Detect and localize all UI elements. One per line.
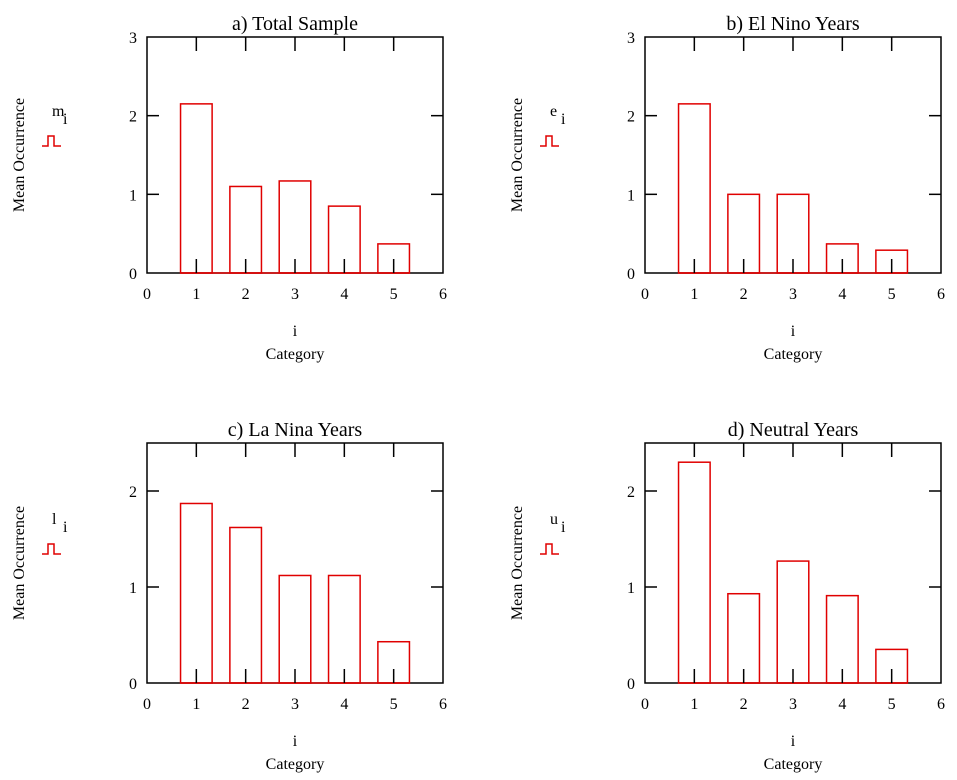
x-tick-label: 0 (143, 696, 151, 713)
y-tick-label: 2 (627, 109, 635, 126)
y-tick-label: 3 (627, 30, 635, 47)
plot-frame (644, 442, 942, 684)
x-tick-label: 0 (143, 286, 151, 303)
chart-panel-1: a) Total Sample 0 1 2 3 4 5 6 0 1 2 3 i Category Mean … (11, 13, 447, 363)
x-tick-label: 0 (641, 696, 649, 713)
x-tick-label: 3 (291, 286, 299, 303)
trace-subscript: i (561, 519, 566, 536)
x-axis-label: Category (266, 756, 325, 773)
x-tick-label: 4 (838, 696, 846, 713)
x-axis-label: Category (764, 756, 823, 773)
bar (179, 502, 213, 684)
x-tick-label: 6 (439, 286, 447, 303)
x-axis-variable: i (791, 733, 796, 750)
y-tick-label: 1 (129, 580, 137, 597)
x-tick-label: 1 (192, 286, 200, 303)
y-axis-label: Mean Occurrence (11, 506, 28, 620)
plot-frame (644, 36, 942, 274)
bar-trace-icon (42, 135, 61, 147)
y-tick-label: 2 (627, 484, 635, 501)
x-tick-label: 2 (242, 286, 250, 303)
x-tick-label: 2 (740, 696, 748, 713)
y-tick-label: 0 (129, 676, 137, 693)
plot-frame (146, 36, 444, 274)
chart-title: a) Total Sample (232, 13, 358, 35)
x-tick-label: 2 (740, 286, 748, 303)
x-axis-label: Category (764, 346, 823, 363)
x-tick-label: 3 (291, 696, 299, 713)
y-axis-label: Mean Occurrence (509, 506, 526, 620)
bar (677, 461, 711, 684)
x-tick-label: 4 (340, 286, 348, 303)
bar-trace-icon (42, 543, 61, 555)
x-tick-label: 1 (690, 286, 698, 303)
x-tick-label: 5 (390, 286, 398, 303)
y-axis-label: Mean Occurrence (11, 98, 28, 212)
x-tick-label: 5 (390, 696, 398, 713)
chart-panel-2: b) El Nino Years 0 1 2 3 4 5 6 0 1 2 3 i Category Mean… (509, 13, 945, 363)
x-tick-label: 6 (937, 696, 945, 713)
x-tick-label: 1 (192, 696, 200, 713)
chart-panel-4: d) Neutral Years 0 1 2 3 4 5 6 0 1 2 i Category Mean … (509, 419, 945, 773)
y-tick-label: 0 (627, 266, 635, 283)
y-tick-label: 1 (627, 187, 635, 204)
trace-name: u (550, 511, 558, 528)
trace-name: l (52, 511, 57, 528)
x-tick-label: 5 (888, 286, 896, 303)
x-axis-variable: i (293, 323, 298, 340)
trace-subscript: i (63, 519, 68, 536)
bar (677, 103, 711, 274)
x-tick-label: 5 (888, 696, 896, 713)
x-tick-label: 6 (439, 696, 447, 713)
trace-subscript: i (63, 111, 68, 128)
x-tick-label: 2 (242, 696, 250, 713)
y-tick-label: 2 (129, 109, 137, 126)
chart-title: d) Neutral Years (728, 419, 859, 441)
y-tick-label: 1 (129, 187, 137, 204)
trace-name: e (550, 103, 557, 120)
bar (278, 574, 312, 684)
bar (179, 103, 213, 274)
bar-trace-icon (540, 543, 559, 555)
y-tick-label: 3 (129, 30, 137, 47)
x-tick-label: 0 (641, 286, 649, 303)
bar (327, 574, 361, 684)
y-tick-label: 0 (129, 266, 137, 283)
x-axis-variable: i (293, 733, 298, 750)
x-tick-label: 4 (340, 696, 348, 713)
trace-subscript: i (561, 111, 566, 128)
x-tick-label: 6 (937, 286, 945, 303)
x-tick-label: 3 (789, 696, 797, 713)
x-tick-label: 1 (690, 696, 698, 713)
bar (229, 526, 263, 684)
bar (776, 560, 810, 684)
plot-frame (146, 442, 444, 684)
chart-title: c) La Nina Years (228, 419, 363, 441)
y-tick-label: 2 (129, 484, 137, 501)
y-tick-label: 1 (627, 580, 635, 597)
trace-name: m (52, 103, 65, 120)
chart-title: b) El Nino Years (726, 13, 860, 35)
x-tick-label: 3 (789, 286, 797, 303)
x-axis-label: Category (266, 346, 325, 363)
y-tick-label: 0 (627, 676, 635, 693)
bar-trace-icon (540, 135, 559, 147)
y-axis-label: Mean Occurrence (509, 98, 526, 212)
x-axis-variable: i (791, 323, 796, 340)
chart-panel-3: c) La Nina Years 0 1 2 3 4 5 6 0 1 2 i Category Mean … (11, 419, 447, 773)
x-tick-label: 4 (838, 286, 846, 303)
